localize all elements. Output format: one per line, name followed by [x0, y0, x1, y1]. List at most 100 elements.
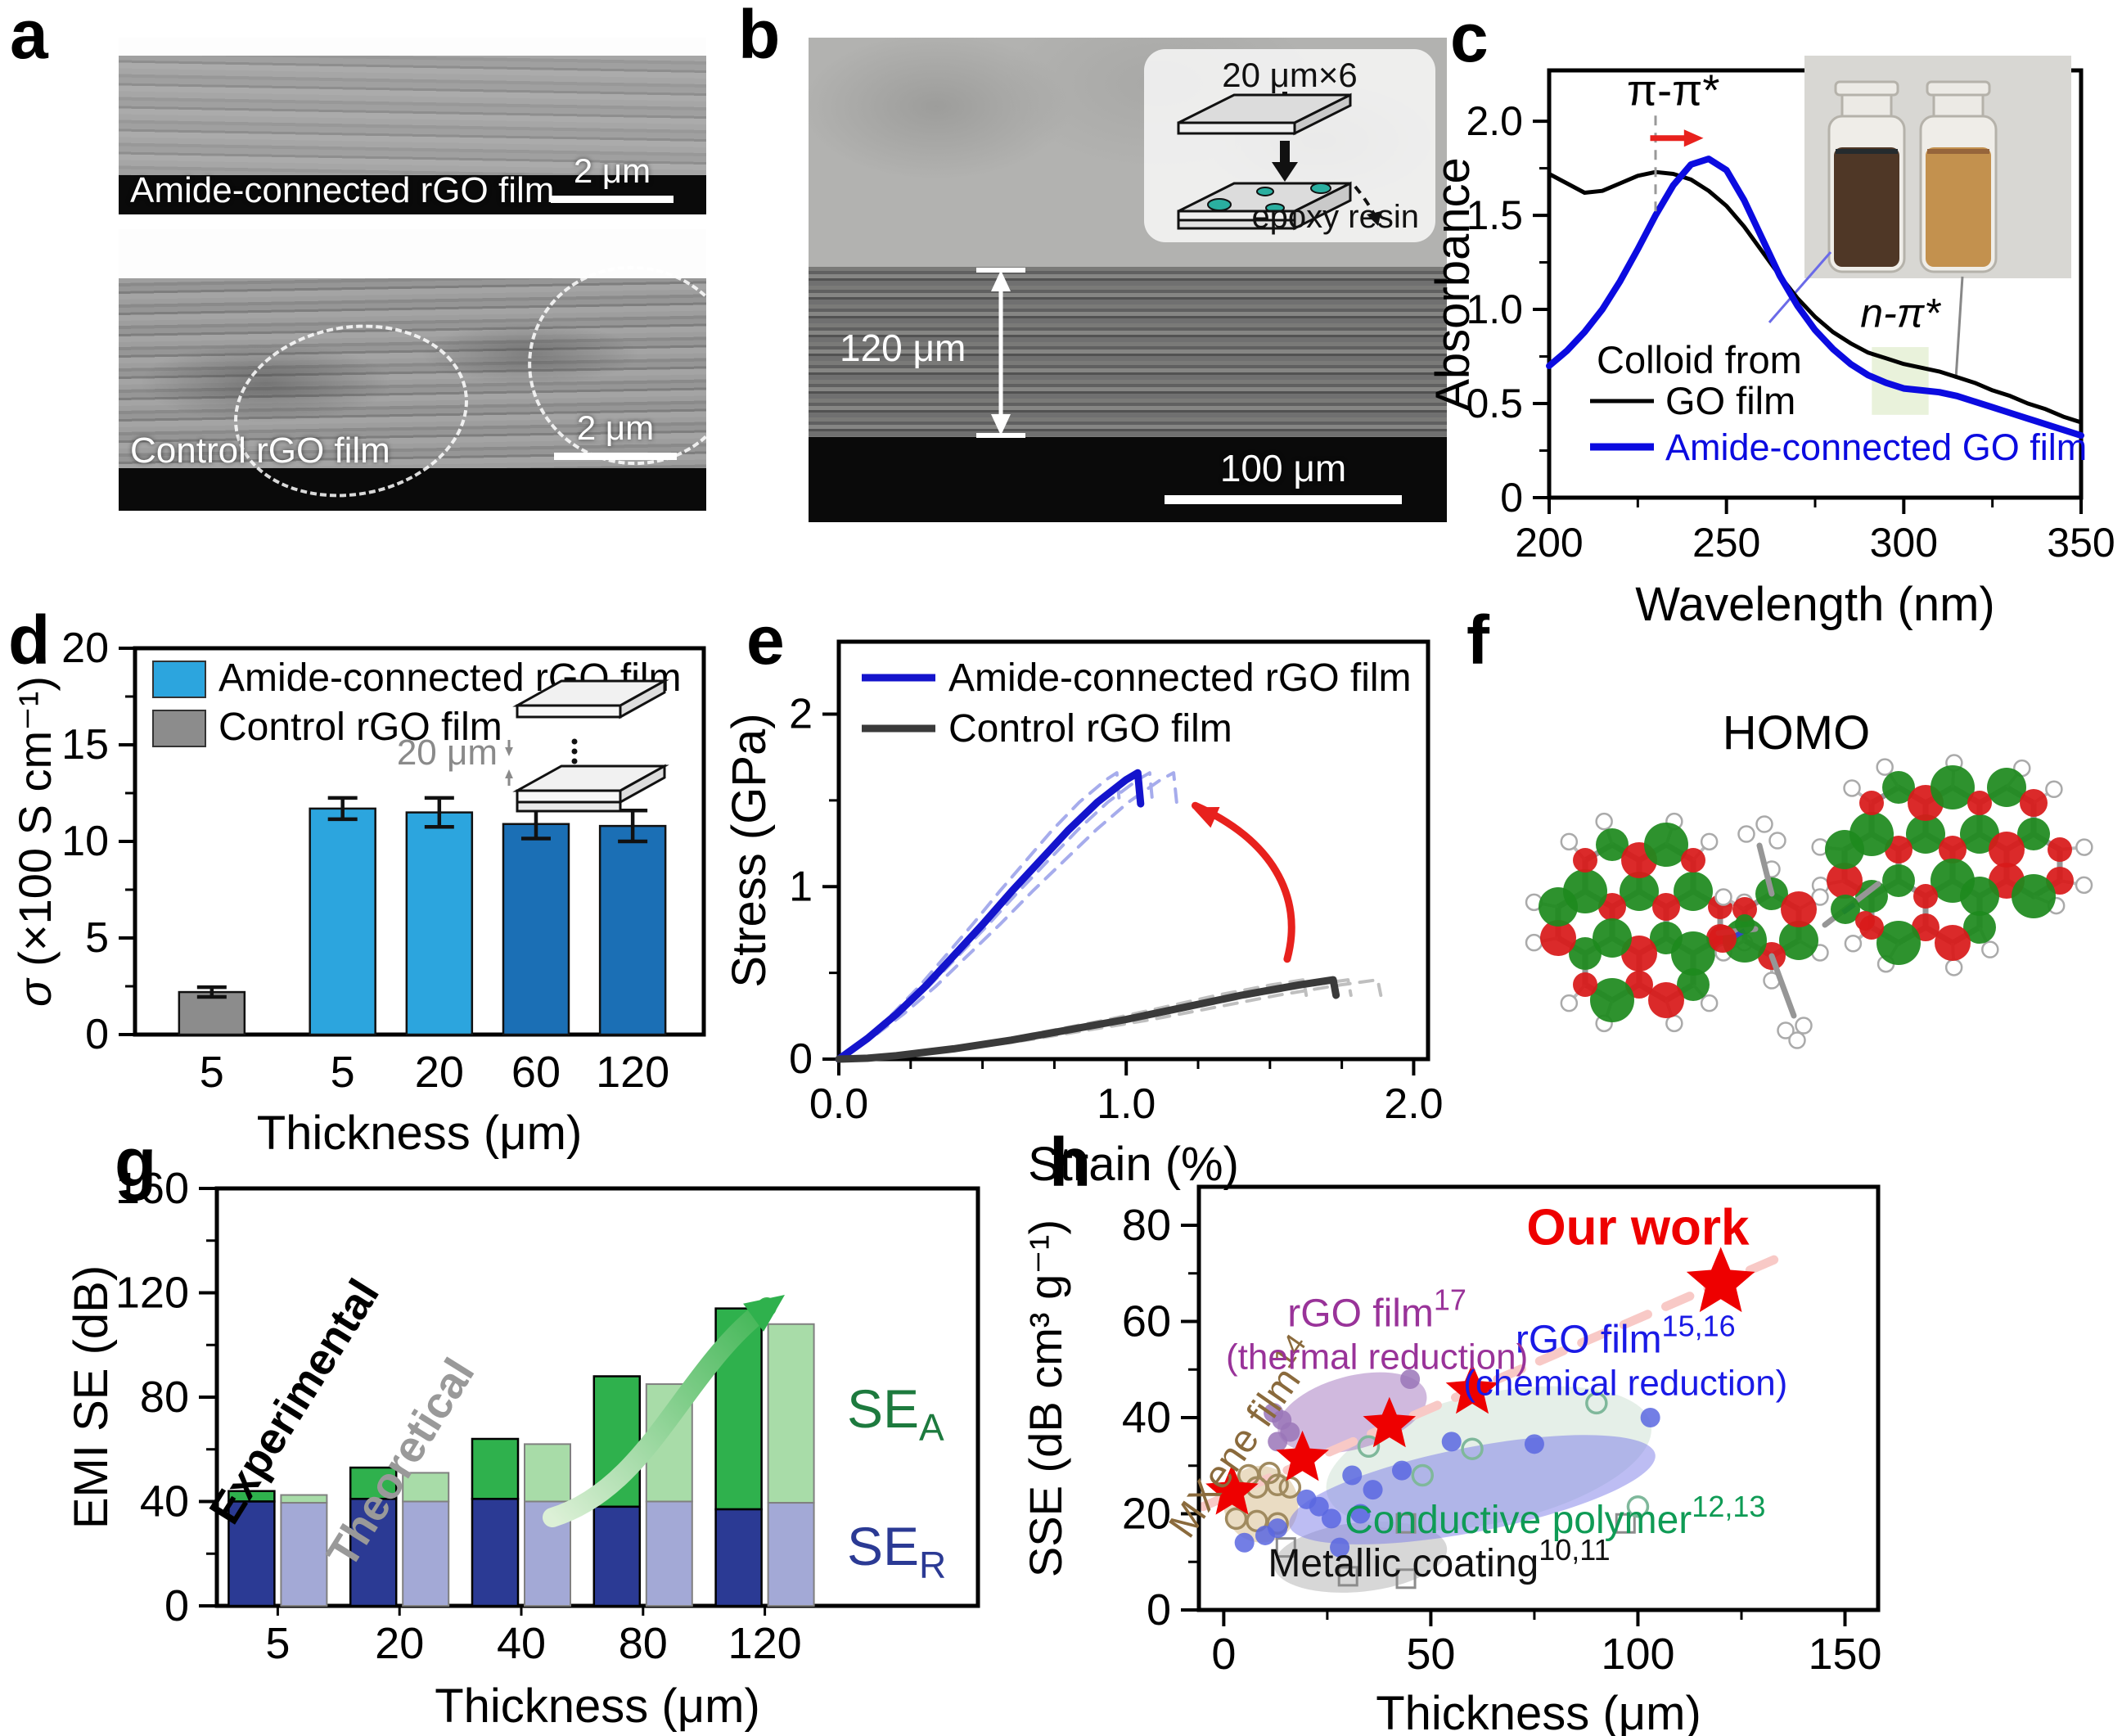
scalebar-label: 2 μm — [573, 151, 651, 190]
svg-text:0: 0 — [1500, 475, 1523, 521]
svg-text:20: 20 — [1122, 1490, 1171, 1539]
svg-text:0: 0 — [85, 1011, 109, 1058]
svg-text:GO film: GO film — [1665, 379, 1795, 422]
svg-text:100: 100 — [1601, 1630, 1674, 1679]
svg-text:60: 60 — [1122, 1297, 1171, 1346]
svg-text:rGO film15,16: rGO film15,16 — [1516, 1310, 1736, 1362]
svg-text:Thickness (μm): Thickness (μm) — [257, 1107, 583, 1160]
panel-b-letter: b — [738, 0, 781, 73]
sem-caption: Control rGO film — [130, 431, 390, 471]
svg-text:Conductive polymer12,13: Conductive polymer12,13 — [1345, 1490, 1765, 1542]
panel-g-chart: 0 40 80 120 160 5 20 40 80 120 Thickness (μm) EMI S… — [65, 1164, 980, 1733]
svg-text:150: 150 — [1808, 1630, 1881, 1679]
svg-text:5: 5 — [331, 1048, 355, 1097]
svg-text:15: 15 — [61, 721, 109, 769]
svg-text:120: 120 — [115, 1269, 189, 1318]
svg-text:Control rGO film: Control rGO film — [948, 707, 1232, 751]
svg-text:Amide-connected GO film: Amide-connected GO film — [1665, 426, 2087, 468]
svg-text:0.5: 0.5 — [1466, 381, 1523, 426]
svg-text:20: 20 — [415, 1048, 464, 1097]
svg-text:120: 120 — [728, 1619, 802, 1668]
svg-text:350: 350 — [2047, 520, 2115, 566]
svg-text:40: 40 — [497, 1619, 546, 1668]
panel-d-letter: d — [8, 602, 51, 679]
svg-text:Strain (%): Strain (%) — [1028, 1138, 1239, 1191]
svg-text:80: 80 — [140, 1373, 189, 1422]
svg-text:250: 250 — [1692, 520, 1760, 566]
sem-substrate — [119, 468, 706, 511]
svg-text:SEA: SEA — [847, 1378, 944, 1449]
svg-text:1: 1 — [789, 863, 813, 910]
svg-text:2: 2 — [789, 691, 813, 738]
scalebar-line — [1165, 495, 1402, 504]
svg-text:SSE (dB cm³ g⁻¹): SSE (dB cm³ g⁻¹) — [1020, 1220, 1071, 1577]
svg-text:80: 80 — [1122, 1201, 1171, 1250]
svg-text:0: 0 — [1211, 1630, 1236, 1679]
panel-e-letter: e — [746, 602, 785, 679]
scalebar-label: 100 μm — [1219, 447, 1347, 489]
sem-caption: Amide-connected rGO film — [130, 170, 555, 210]
svg-text:1.0: 1.0 — [1097, 1080, 1156, 1128]
svg-text:300: 300 — [1870, 520, 1938, 566]
svg-text:n-π*: n-π* — [1860, 291, 1941, 336]
stacking-inset: 20 μm×6 epoxy resin — [1144, 49, 1435, 242]
svg-text:20: 20 — [375, 1619, 424, 1668]
scalebar: 100 μm — [1165, 446, 1402, 504]
svg-text:20 μm: 20 μm — [397, 733, 498, 773]
svg-text:Thickness (μm): Thickness (μm) — [435, 1680, 760, 1733]
svg-text:Theoretical: Theoretical — [318, 1350, 484, 1576]
svg-text:EMI SE (dB): EMI SE (dB) — [65, 1265, 118, 1529]
panel-a-letter: a — [10, 0, 48, 73]
svg-text:120: 120 — [596, 1048, 669, 1097]
scalebar: 2 μm — [554, 408, 677, 460]
svg-text:2.0: 2.0 — [1384, 1080, 1443, 1128]
svg-text:(thermal reduction): (thermal reduction) — [1226, 1337, 1528, 1377]
homo-molecule — [1525, 754, 2093, 1049]
svg-text:(chemical reduction): (chemical reduction) — [1463, 1364, 1787, 1404]
sem-substrate — [119, 175, 706, 214]
film-cross-section — [809, 267, 1447, 437]
sem-substrate — [809, 437, 1447, 522]
thickness-arrow — [976, 268, 1025, 438]
svg-text:20: 20 — [61, 625, 109, 672]
panel-d-chart: 0 5 10 15 20 5 5 20 60 120 Thickness (μm) σ (×100 S… — [9, 625, 706, 1160]
svg-text:Stress (GPa): Stress (GPa) — [723, 713, 776, 987]
svg-text:60: 60 — [511, 1048, 561, 1097]
thickness-annotation: 120 μm — [840, 327, 966, 369]
svg-text:1.5: 1.5 — [1466, 192, 1523, 238]
svg-text:Amide-connected rGO film: Amide-connected rGO film — [948, 656, 1412, 700]
svg-text:5: 5 — [85, 914, 109, 962]
svg-text:Thickness (μm): Thickness (μm) — [1376, 1687, 1701, 1736]
svg-text:1.0: 1.0 — [1466, 286, 1523, 332]
sem-film-texture — [119, 56, 706, 177]
scalebar-line — [551, 196, 674, 203]
svg-text:5: 5 — [200, 1048, 224, 1097]
sem-image-control-film: Control rGO film 2 μm — [119, 229, 706, 511]
svg-text:σ (×100 S cm⁻¹): σ (×100 S cm⁻¹) — [9, 676, 61, 1007]
stacking-inset-caption: epoxy resin — [1251, 199, 1419, 235]
panel-c-letter: c — [1450, 0, 1489, 76]
stacking-inset-title: 20 μm×6 — [1222, 56, 1358, 94]
panel-e-chart: 0.0 1.0 2.0 0 1 2 Strain (%) Stress (GPa) Amide-… — [723, 639, 1444, 1191]
svg-text:160: 160 — [115, 1164, 189, 1213]
scalebar-label: 2 μm — [576, 408, 655, 447]
svg-text:40: 40 — [1122, 1393, 1171, 1442]
svg-text:rGO film17: rGO film17 — [1287, 1283, 1466, 1335]
svg-text:Absorbance: Absorbance — [1426, 157, 1480, 411]
scalebar-line — [554, 453, 677, 460]
svg-text:80: 80 — [619, 1619, 668, 1668]
stacking-diagram — [1177, 92, 1381, 231]
svg-text:5: 5 — [265, 1619, 290, 1668]
svg-text:0: 0 — [1147, 1585, 1171, 1635]
svg-text:SER: SER — [847, 1516, 946, 1586]
svg-text:Our work: Our work — [1526, 1200, 1750, 1256]
svg-text:Control rGO film: Control rGO film — [219, 706, 502, 749]
homo-title: HOMO — [1722, 706, 1871, 760]
svg-text:Wavelength (nm): Wavelength (nm) — [1635, 578, 1994, 631]
svg-text:π-π*: π-π* — [1627, 65, 1720, 115]
panel-h-chart: 0 50 100 150 0 20 40 60 80 Thickness (μm) SSE (dB … — [1020, 1184, 1882, 1736]
svg-text:10: 10 — [61, 818, 109, 865]
svg-text:0.0: 0.0 — [809, 1080, 868, 1128]
panel-c-chart: 200 250 300 350 0 0.5 1.0 1.5 2.0 Wavelength (nm)… — [1426, 56, 2115, 631]
